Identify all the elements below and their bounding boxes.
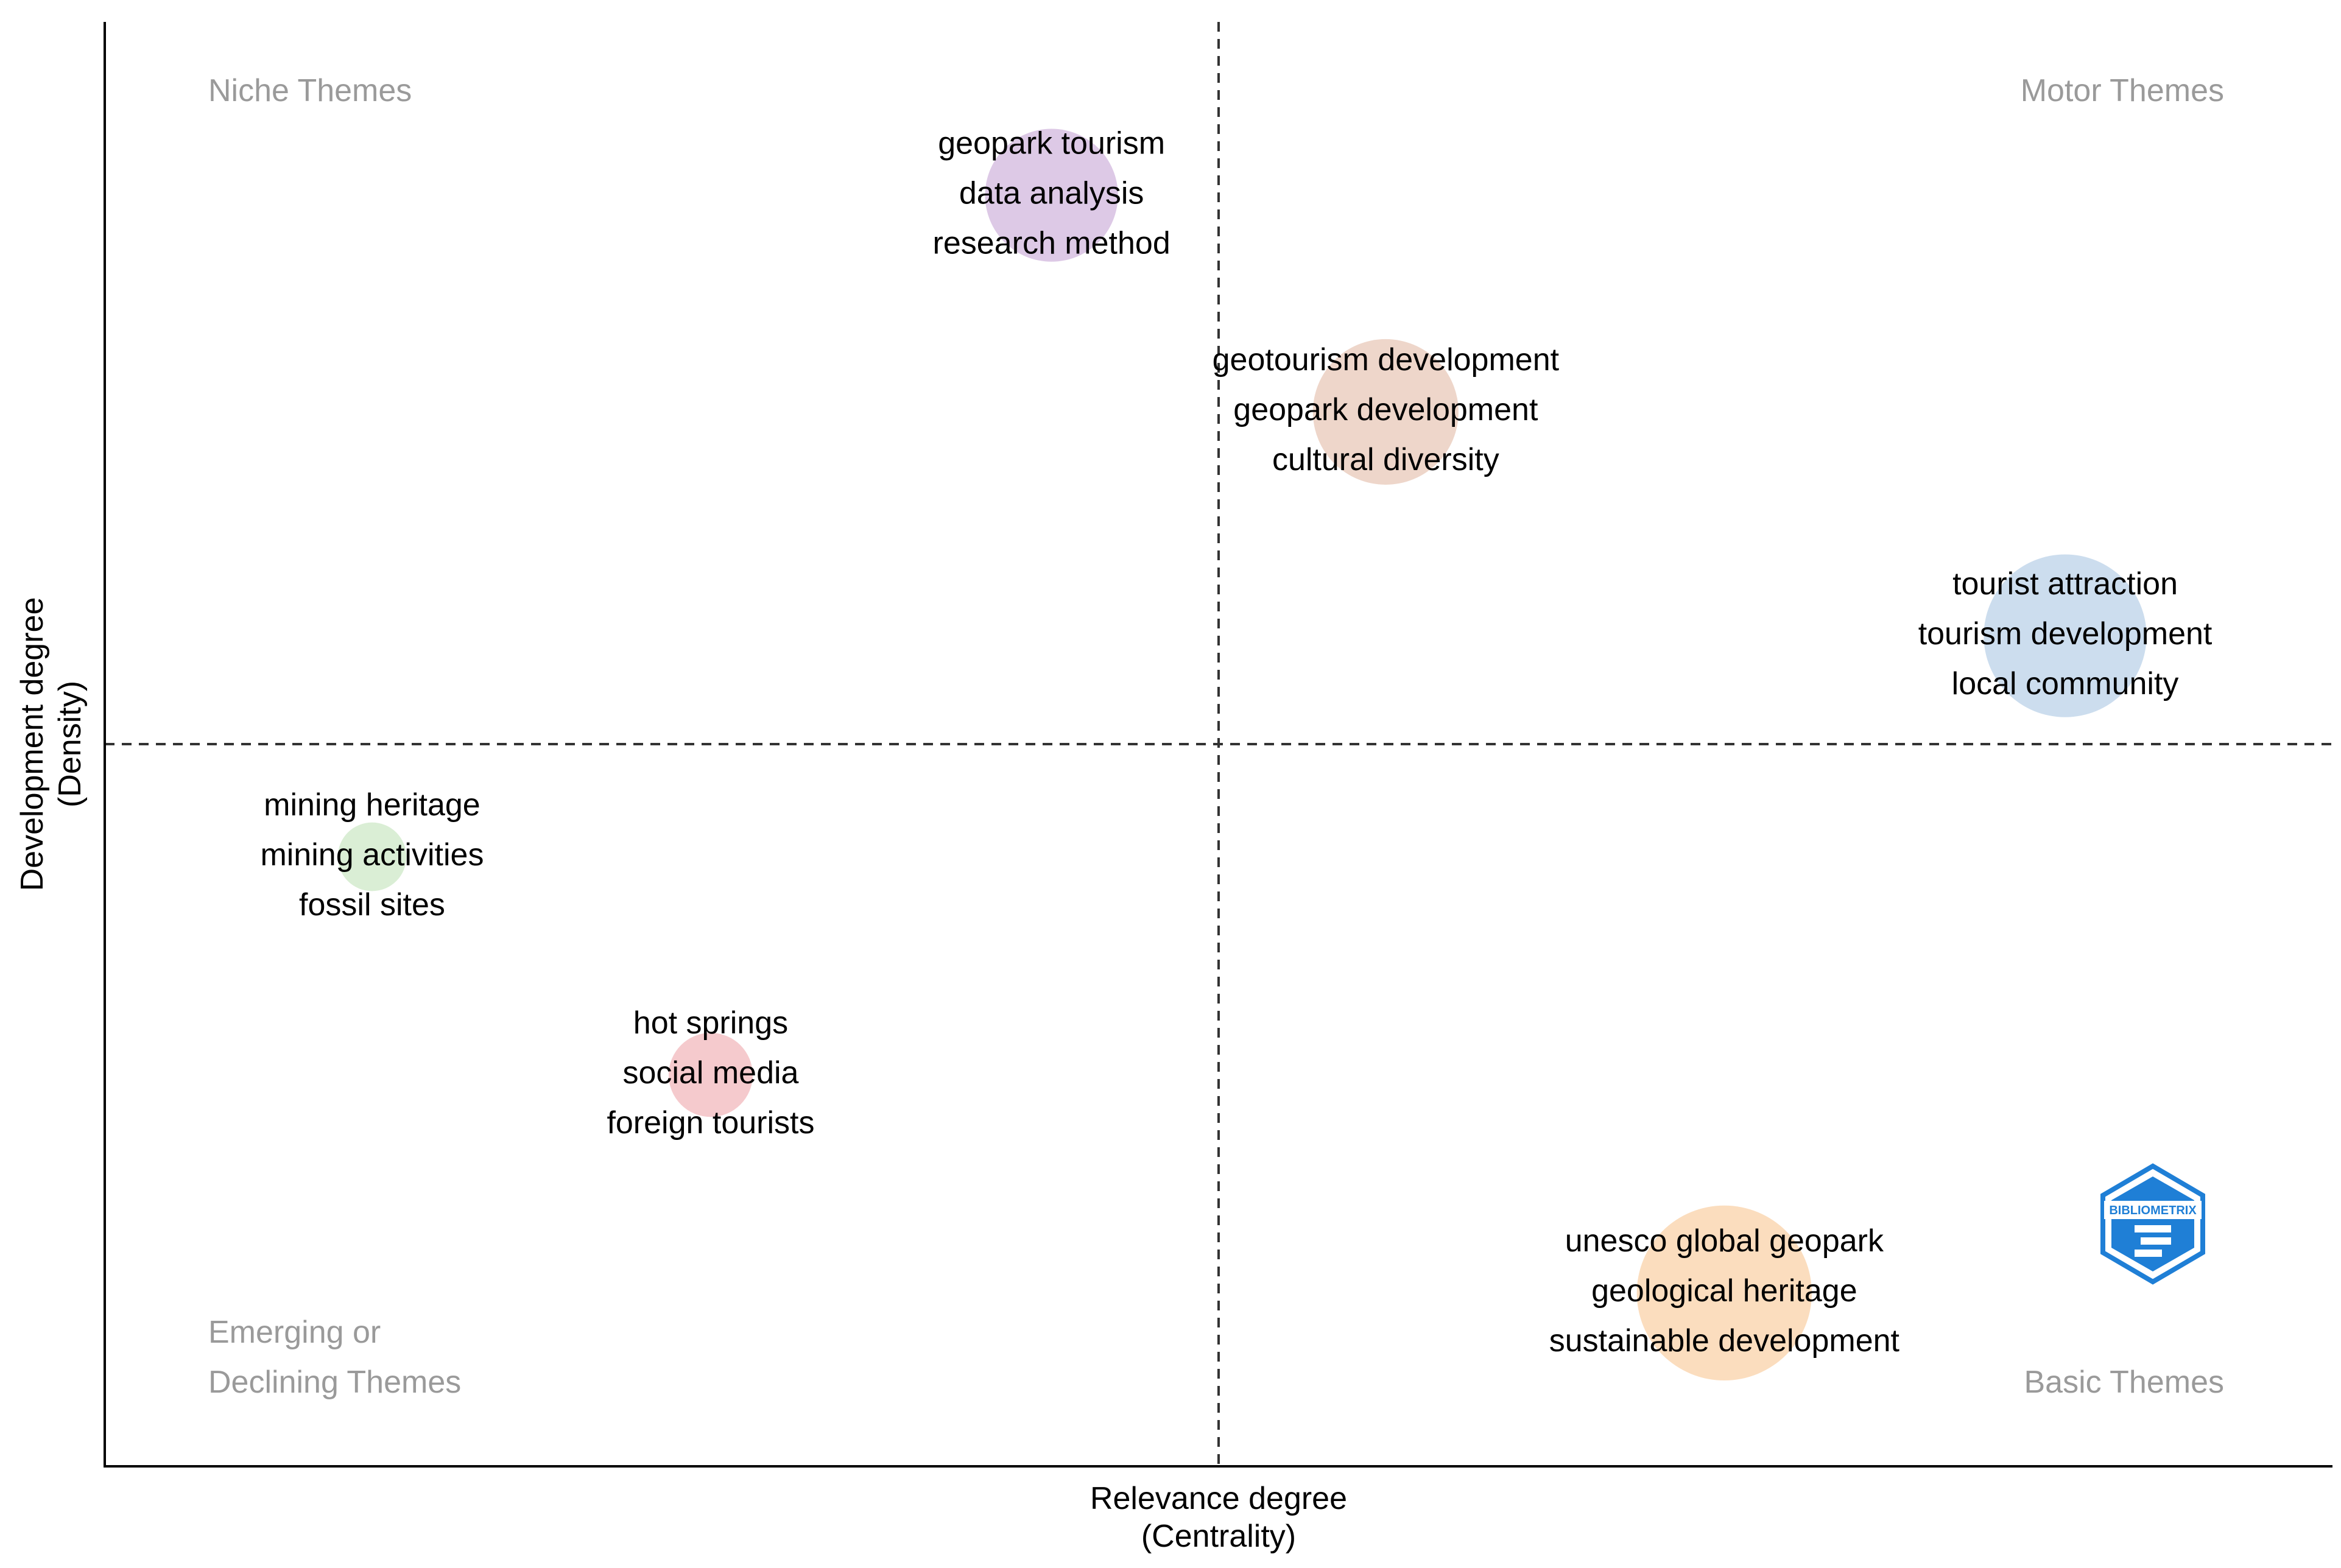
- logo-bar-1: [2135, 1225, 2171, 1232]
- cluster-bubble: [1636, 1205, 1812, 1381]
- cluster-label: tourism development: [1918, 616, 2213, 652]
- y-axis-title: Development degree: [15, 597, 50, 891]
- cluster-label: fossil sites: [299, 887, 445, 923]
- cluster-label: geopark tourism: [938, 125, 1165, 161]
- cluster-label: hot springs: [633, 1005, 788, 1041]
- quadrant-labels: Niche Themes Motor Themes Emerging or Decli…: [208, 73, 2224, 1400]
- bibliometrix-logo: BIBLIOMETRIX: [2100, 1163, 2205, 1285]
- axis-titles: Relevance degree(Centrality) Development …: [15, 597, 1347, 1554]
- cluster-bubble: [337, 822, 407, 891]
- cluster-label: geological heritage: [1591, 1273, 1857, 1309]
- cluster-label: mining activities: [260, 837, 484, 873]
- cluster-label: data analysis: [959, 175, 1144, 211]
- logo-text: BIBLIOMETRIX: [2109, 1204, 2197, 1217]
- y-axis-title: (Density): [52, 681, 88, 807]
- cluster-label: mining heritage: [264, 787, 481, 823]
- cluster-label: cultural diversity: [1272, 442, 1499, 477]
- quadrant-label-emerging: Emerging or: [208, 1315, 381, 1350]
- cluster-label: tourist attraction: [1952, 566, 2178, 602]
- cluster-bubble: [1312, 339, 1459, 485]
- cluster-label: research method: [933, 225, 1170, 261]
- quadrant-label-emerging: Declining Themes: [208, 1365, 461, 1400]
- quadrant-label-motor: Motor Themes: [2021, 73, 2224, 108]
- logo-hexagon-inner: [2111, 1176, 2194, 1271]
- cluster-bubbles: [337, 128, 2147, 1381]
- cluster-label: geopark development: [1233, 392, 1538, 427]
- cluster-label: geotourism development: [1213, 342, 1560, 378]
- cluster-label: sustainable development: [1549, 1323, 1900, 1359]
- reference-lines: [105, 22, 2332, 1466]
- cluster-label: foreign tourists: [607, 1105, 814, 1141]
- quadrant-label-niche: Niche Themes: [208, 73, 412, 108]
- cluster-label: social media: [622, 1055, 798, 1091]
- logo-bar-3: [2135, 1250, 2162, 1257]
- cluster-bubble: [1984, 554, 2147, 717]
- cluster-bubble: [668, 1033, 753, 1117]
- x-axis-title: (Centrality): [1141, 1519, 1296, 1554]
- cluster-label: unesco global geopark: [1565, 1223, 1884, 1259]
- logo-bar-2: [2141, 1237, 2171, 1245]
- logo-banner: [2104, 1201, 2202, 1219]
- axes: [104, 22, 2332, 1468]
- logo-hexagon-outer: [2100, 1163, 2205, 1285]
- cluster-labels: geopark tourism data analysis research met…: [260, 125, 2212, 1359]
- quadrant-label-basic: Basic Themes: [2024, 1365, 2224, 1400]
- x-axis-title: Relevance degree: [1090, 1481, 1347, 1516]
- cluster-label: local community: [1952, 666, 2179, 701]
- cluster-bubble: [985, 128, 1118, 262]
